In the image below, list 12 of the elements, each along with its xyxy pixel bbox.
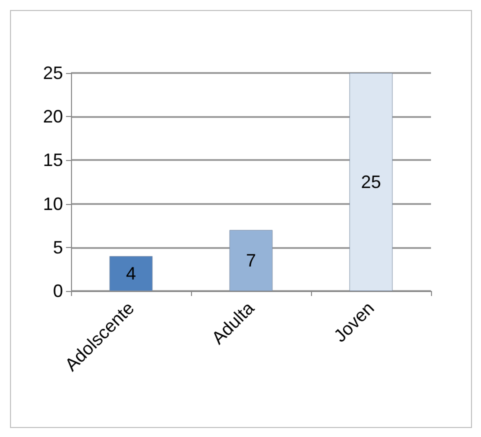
bar [349,73,393,291]
data-label: 25 [360,172,382,192]
bar [109,256,153,291]
bar [229,230,273,291]
y-tick-label: 5 [52,237,63,258]
y-tick-label: 15 [42,150,63,170]
data-label: 4 [126,264,136,284]
y-tick-label: 10 [42,194,63,214]
data-label: 7 [246,250,256,270]
y-tick-label: 0 [52,281,63,301]
y-tick-label: 25 [42,63,63,83]
y-tick-label: 20 [42,106,63,127]
